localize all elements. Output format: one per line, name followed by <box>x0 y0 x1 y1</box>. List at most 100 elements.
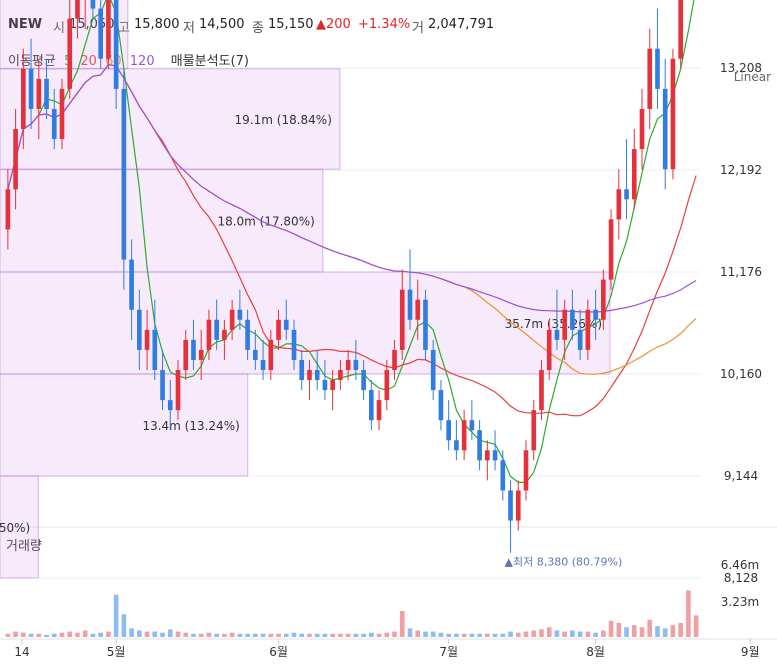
volume-bar <box>438 632 444 637</box>
candle-body <box>423 299 428 350</box>
moving-average-legend[interactable]: 이동평균 5 20 60 120 매물분석도(7) <box>0 50 253 70</box>
candle-body <box>314 369 320 381</box>
volume-bar <box>554 630 560 637</box>
candle-body <box>113 0 119 89</box>
volume-bar <box>601 630 606 637</box>
candle-body <box>13 129 18 190</box>
volume-profile-label: 506k (0.50%) <box>0 521 30 535</box>
volume-bar <box>345 633 351 637</box>
volume-bar <box>106 631 111 637</box>
x-tick-label: 14 <box>14 645 29 659</box>
candle-body <box>191 339 196 360</box>
volume-bar <box>144 631 150 637</box>
volume-bar <box>562 631 567 637</box>
volume-bar <box>608 620 614 637</box>
volume-bar <box>670 625 676 637</box>
volume-bar <box>237 633 243 637</box>
volume-bar <box>28 633 34 637</box>
volume-bar <box>276 633 281 637</box>
volume-bar <box>175 631 181 637</box>
volume-bar <box>214 633 219 637</box>
volume-bar <box>662 628 668 637</box>
candle-body <box>477 430 482 461</box>
candle-body <box>253 349 258 360</box>
candle-body <box>299 359 305 381</box>
volume-bar <box>415 630 421 637</box>
volume-value: 2,047,791 <box>428 17 495 32</box>
volume-profile-toggle[interactable]: 매물분석도(7) <box>170 54 249 69</box>
volume-bar <box>392 631 397 637</box>
volume-bar <box>384 632 390 637</box>
candle-body <box>616 189 622 220</box>
candle-body <box>647 48 653 109</box>
volume-bar <box>322 633 328 637</box>
volume-bar <box>268 633 274 637</box>
volume-profile-bar <box>0 168 324 273</box>
volume-bar <box>5 633 11 637</box>
candle-body <box>338 369 343 381</box>
volume-bar <box>113 594 119 637</box>
volume-bar <box>307 633 312 637</box>
candle-body <box>283 319 289 330</box>
volume-bar <box>21 632 26 637</box>
volume-bar <box>546 627 552 637</box>
candle-body <box>678 0 683 59</box>
volume-bar <box>90 633 96 637</box>
volume-bar <box>500 633 506 637</box>
volume-bar <box>129 628 134 637</box>
candle-body <box>121 88 127 260</box>
close-label: 종 <box>252 21 264 36</box>
ma-label: 이동평균 <box>8 54 56 69</box>
high-label: 고 <box>118 17 130 36</box>
candle-body <box>198 349 204 360</box>
volume-bar <box>523 631 529 637</box>
volume-panel-label: 거래량 <box>6 535 42 554</box>
candle-body <box>183 339 189 370</box>
y-tick-label: 8,128 <box>724 571 758 585</box>
volume-bar <box>647 619 653 637</box>
y-tick-label: 13,208 <box>720 61 762 75</box>
candle-body <box>407 289 413 320</box>
volume-tick-label: 6.46m <box>721 558 759 572</box>
volume-bar <box>423 631 428 637</box>
close-value: 15,150 <box>268 17 314 32</box>
candle-body <box>446 420 451 441</box>
volume-bar <box>51 633 57 637</box>
volume-bar <box>577 631 583 637</box>
open-label: 시 <box>53 17 65 36</box>
ma-20[interactable]: 20 <box>80 54 97 69</box>
volume-bar <box>137 630 142 637</box>
candle-body <box>500 460 506 491</box>
volume-bar <box>369 632 374 637</box>
candle-body <box>206 319 212 350</box>
candle-body <box>369 390 374 421</box>
volume-bar <box>686 590 691 637</box>
x-tick-label: 7월 <box>439 645 458 659</box>
candle-body <box>353 359 359 370</box>
volume-profile-bar <box>0 68 341 170</box>
scale-toggle[interactable]: Linear <box>733 70 771 84</box>
volume-bar <box>75 632 80 637</box>
candle-body <box>415 299 421 320</box>
y-tick-label: 9,144 <box>724 469 758 483</box>
ma-120[interactable]: 120 <box>129 54 155 69</box>
volume-bar <box>59 632 65 637</box>
candle-body <box>5 189 11 230</box>
candle-body <box>245 319 250 350</box>
volume-bar <box>593 632 598 637</box>
volume-bar <box>539 629 544 637</box>
candle-body <box>523 450 529 491</box>
candle-body <box>322 380 328 391</box>
candle-body <box>624 189 629 200</box>
candle-body <box>152 329 158 370</box>
candle-body <box>345 359 351 370</box>
candle-body <box>670 58 676 170</box>
volume-bar <box>13 631 18 637</box>
x-tick-label: 8월 <box>586 645 605 659</box>
volume-bar <box>407 628 413 637</box>
volume-bar <box>222 633 227 637</box>
candle-body <box>585 309 591 350</box>
candle-body <box>175 369 181 411</box>
volume-bar <box>469 633 475 637</box>
